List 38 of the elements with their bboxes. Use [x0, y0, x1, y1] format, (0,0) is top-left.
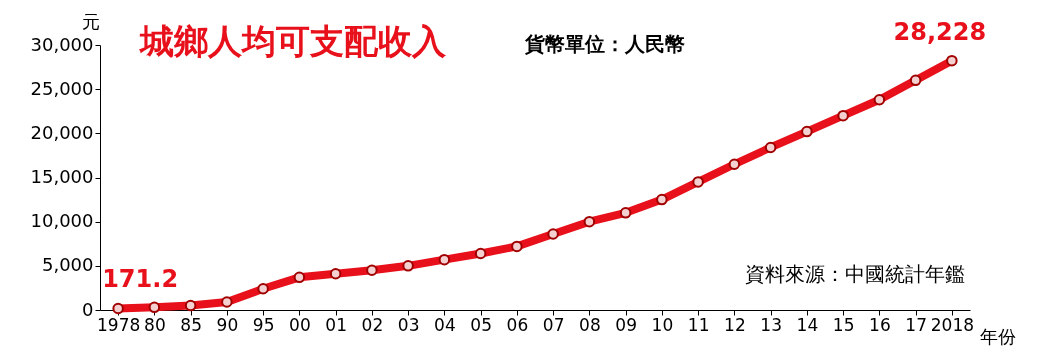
- x-tick-label: 16: [869, 314, 891, 335]
- x-tick-label: 07: [542, 314, 565, 335]
- x-tick-label: 00: [289, 314, 311, 335]
- x-tick-label: 95: [252, 314, 275, 335]
- x-tick-label: 09: [615, 314, 637, 335]
- y-tick-label: 15,000: [30, 166, 94, 187]
- x-tick-label: 02: [361, 314, 384, 335]
- x-tick-label: 11: [687, 314, 710, 335]
- x-axis-title: 年份: [979, 325, 1016, 347]
- x-tick-label: 1978: [96, 314, 141, 335]
- x-tick-label: 90: [216, 314, 239, 335]
- x-tick-label: 12: [724, 314, 746, 335]
- chart-title: 城鄉人均可支配收入: [138, 21, 447, 61]
- x-tick-label: 15: [832, 314, 855, 335]
- x-tick-label: 2018: [930, 314, 975, 335]
- x-tick-label: 03: [397, 314, 420, 335]
- x-tick-label: 04: [434, 314, 456, 335]
- x-tick-label: 08: [579, 314, 601, 335]
- x-tick-label: 17: [905, 314, 927, 335]
- x-tick-label: 13: [760, 314, 782, 335]
- data-label: 171.2: [102, 265, 179, 294]
- chart-subtitle: 貨幣單位：人民幣: [524, 32, 685, 56]
- x-tick-label: 14: [796, 314, 819, 335]
- x-tick-label: 80: [144, 314, 166, 335]
- y-tick-label: 30,000: [30, 33, 94, 55]
- y-tick-label: 0: [82, 298, 94, 320]
- x-tick-label: 10: [651, 314, 674, 335]
- x-tick-label: 01: [325, 314, 347, 335]
- x-tick-label: 06: [506, 314, 529, 335]
- annotation: 資料來源：中國統計年鑑: [745, 262, 965, 286]
- y-tick-label: 10,000: [30, 210, 94, 232]
- x-tick-label: 05: [470, 314, 492, 335]
- data-label: 28,228: [893, 17, 987, 46]
- y-tick-label: 20,000: [30, 121, 94, 143]
- x-tick-label: 85: [180, 314, 202, 335]
- y-tick-label: 5,000: [41, 254, 94, 276]
- y-tick-label: 25,000: [30, 77, 94, 99]
- y-axis-title: 元: [81, 10, 100, 32]
